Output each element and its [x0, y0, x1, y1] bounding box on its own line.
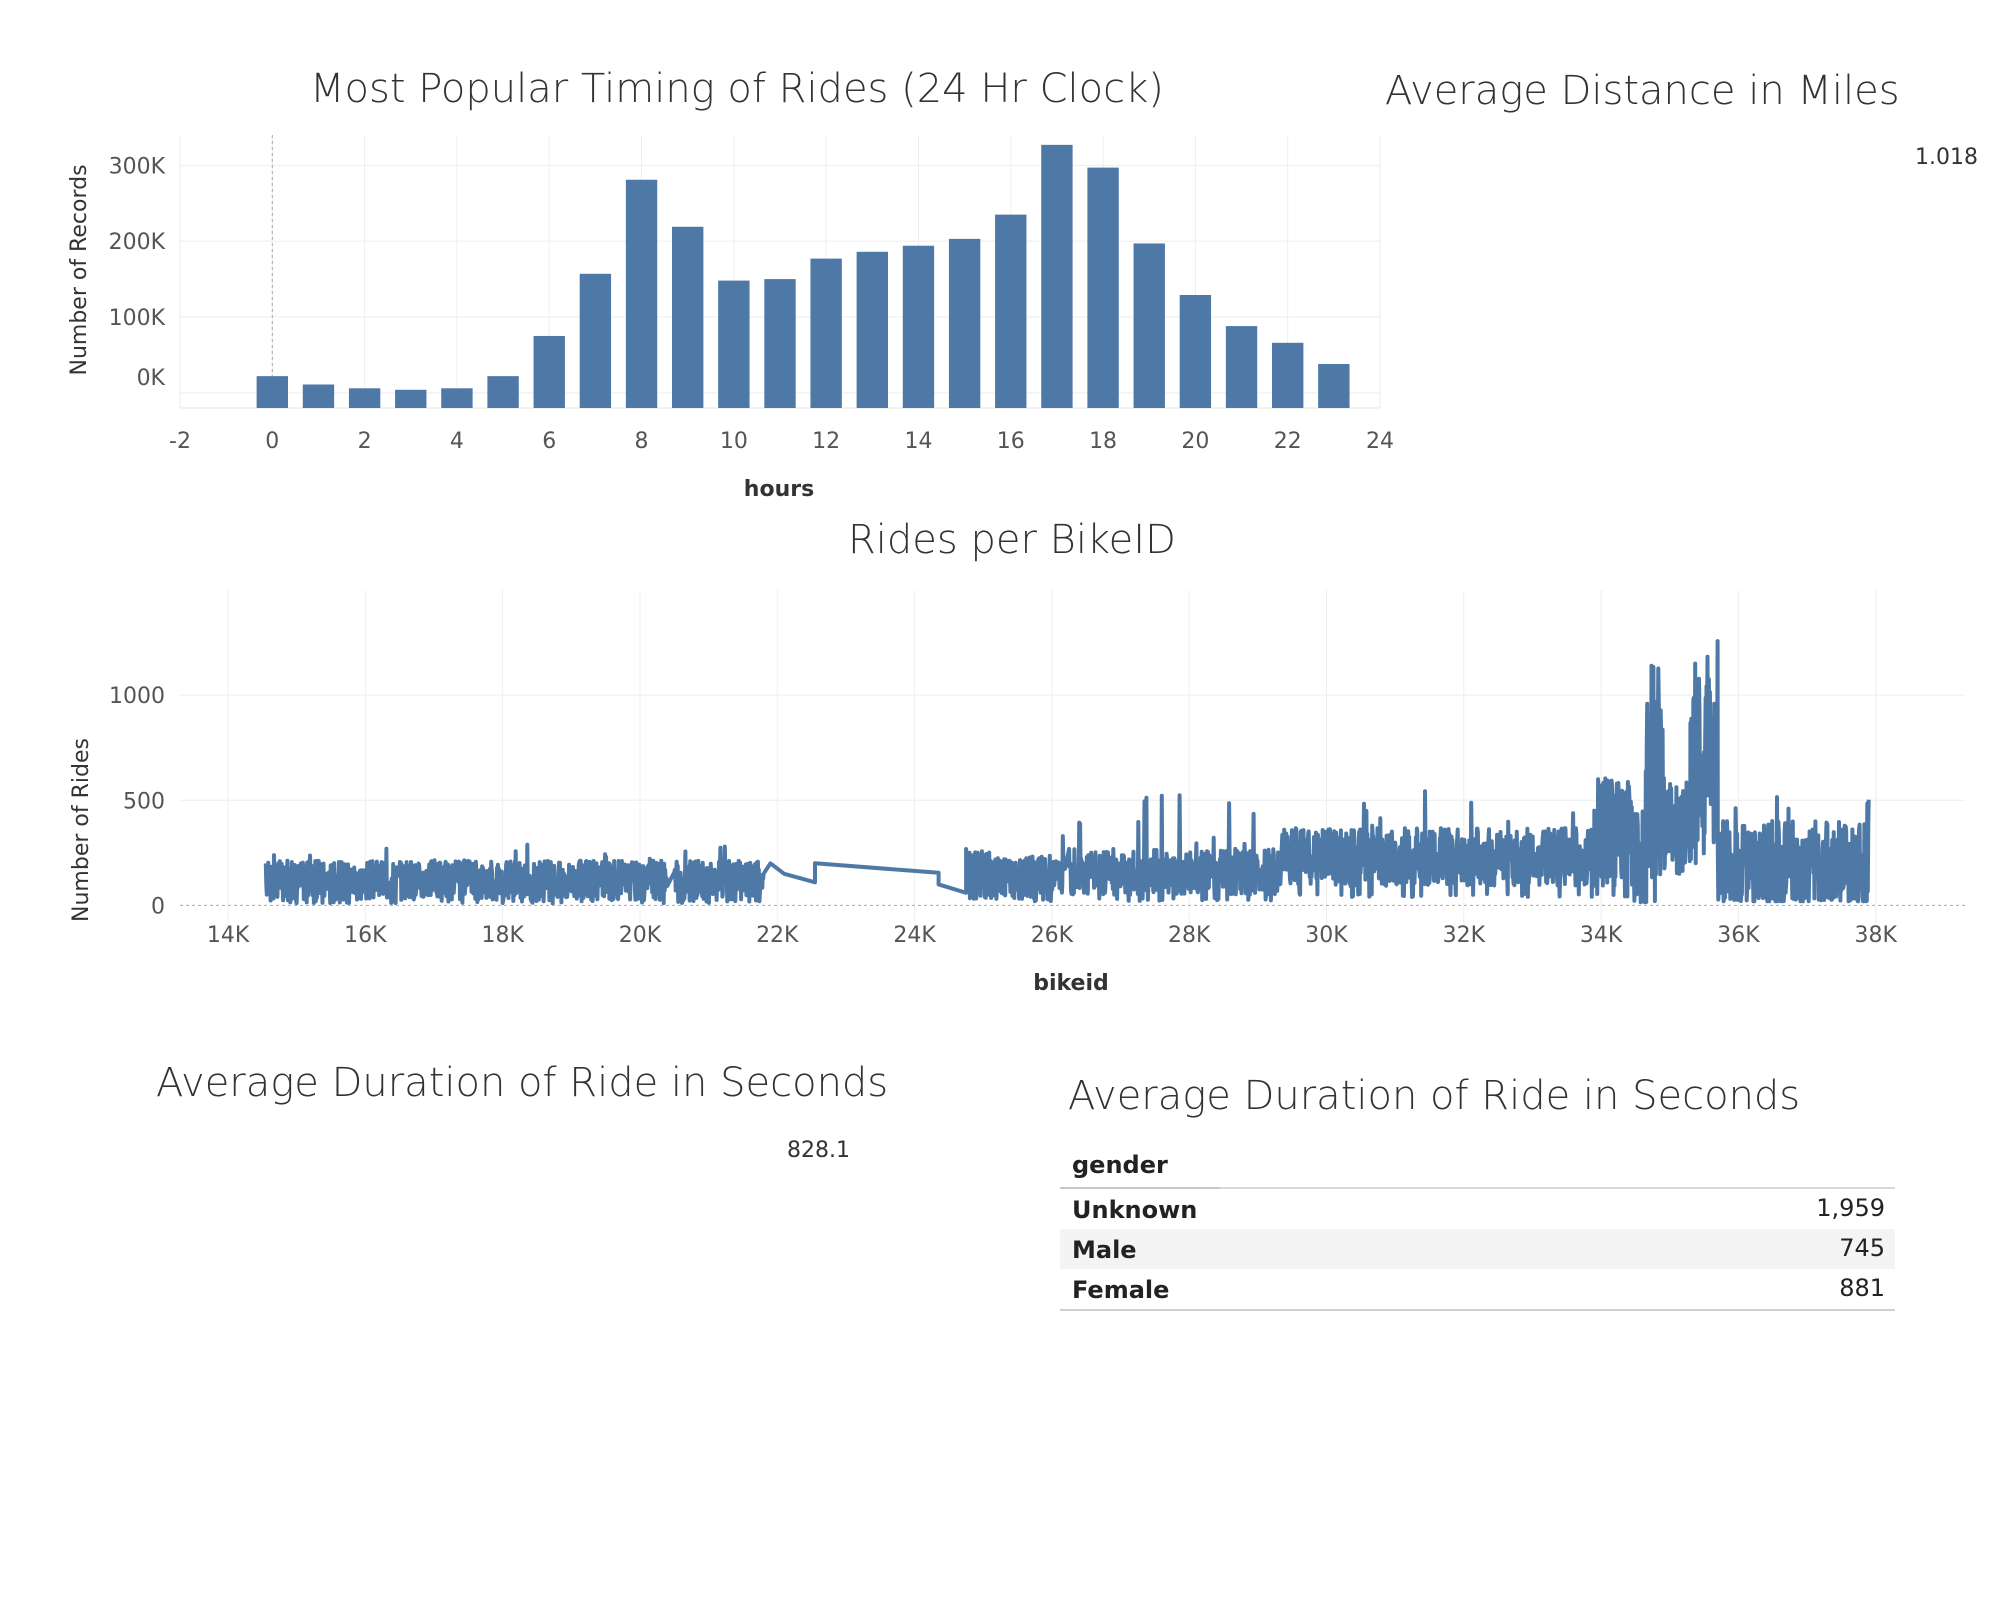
y-tick-label: 500 — [123, 789, 165, 814]
x-tick-label: 14K — [207, 923, 250, 948]
gender-table: gender Unknown 1,959 Male 745 Female 881 — [1060, 1147, 1895, 1311]
table-row: Male 745 — [1060, 1229, 1895, 1269]
y-tick-label: 0 — [151, 894, 165, 919]
x-tick-label: 0 — [265, 429, 279, 454]
row-value: 745 — [1839, 1234, 1885, 1262]
bar-9 — [672, 226, 704, 408]
avg-distance-title: Average Distance in Miles — [1385, 68, 1900, 114]
x-tick-label: 6 — [542, 429, 556, 454]
bar-22 — [1272, 342, 1304, 408]
y-tick-label: 1000 — [109, 684, 165, 709]
bar-15 — [948, 238, 981, 408]
x-tick-label: 26K — [1031, 923, 1074, 948]
bar-17 — [1041, 144, 1073, 408]
bar-10 — [718, 280, 750, 408]
y-tick-label: 300K — [109, 154, 166, 179]
x-tick-label: 2 — [358, 429, 372, 454]
bikeid-line-chart: 14K 16K 18K 20K 22K 24K 26K 28K 30K 32K 34K 36K 38K 0… — [69, 590, 1965, 996]
x-tick-label: 30K — [1305, 923, 1348, 948]
bar-19 — [1133, 243, 1165, 408]
x-tick-label: 16 — [997, 429, 1025, 454]
avg-duration-value: 828.1 — [787, 1138, 850, 1163]
x-tick-label: 28K — [1168, 923, 1211, 948]
bar-8 — [625, 179, 658, 408]
row-label: Unknown — [1072, 1196, 1198, 1224]
x-tick-label: 14 — [904, 429, 932, 454]
gender-column-header: gender — [1072, 1151, 1168, 1179]
x-tick-label: 8 — [635, 429, 649, 454]
bar-14 — [902, 245, 935, 408]
bar-18 — [1087, 167, 1119, 408]
y-axis-label: Number of Records — [67, 164, 92, 375]
y-axis-label: Number of Rides — [69, 738, 94, 922]
bar-16 — [995, 214, 1027, 408]
table-row: Unknown 1,959 — [1060, 1189, 1895, 1229]
x-tick-label: 18K — [481, 923, 524, 948]
bikeid-chart-title: Rides per BikeID — [848, 517, 1176, 563]
gender-table-title: Average Duration of Ride in Seconds — [1068, 1073, 1801, 1119]
avg-duration-title: Average Duration of Ride in Seconds — [156, 1060, 889, 1106]
bar-12 — [810, 258, 842, 408]
bar-23 — [1318, 364, 1350, 408]
bar-1 — [302, 384, 335, 408]
table-row: Female 881 — [1060, 1269, 1895, 1309]
x-tick-label: 24 — [1366, 429, 1394, 454]
x-tick-label: -2 — [169, 429, 191, 454]
bar-20 — [1179, 295, 1212, 408]
y-tick-label: 100K — [109, 306, 166, 331]
y-tick-label: 0K — [137, 366, 166, 391]
row-value: 1,959 — [1816, 1194, 1885, 1222]
x-tick-label: 22K — [756, 923, 799, 948]
x-tick-label: 22 — [1274, 429, 1302, 454]
bar-3 — [395, 389, 427, 408]
bar-0 — [256, 376, 288, 408]
bar-13 — [856, 251, 888, 408]
x-tick-label: 20 — [1181, 429, 1209, 454]
x-tick-label: 10 — [720, 429, 748, 454]
x-tick-label: 12 — [812, 429, 840, 454]
x-tick-label: 34K — [1580, 923, 1623, 948]
x-tick-label: 24K — [893, 923, 936, 948]
bar-21 — [1225, 326, 1258, 408]
bar-2 — [348, 388, 381, 408]
x-tick-label: 20K — [619, 923, 662, 948]
x-axis-label: hours — [744, 477, 814, 502]
y-tick-label: 200K — [109, 230, 166, 255]
bar-7 — [579, 273, 612, 408]
x-tick-label: 38K — [1855, 923, 1898, 948]
row-value: 881 — [1839, 1274, 1885, 1302]
x-tick-label: 36K — [1717, 923, 1760, 948]
row-label: Female — [1072, 1276, 1170, 1304]
bar-5 — [487, 376, 519, 408]
avg-distance-value: 1.018 — [1915, 145, 1978, 170]
bar-4 — [441, 388, 473, 408]
x-tick-label: 18 — [1089, 429, 1117, 454]
series-line-rides — [263, 639, 1871, 906]
x-axis-label: bikeid — [1033, 971, 1109, 996]
x-tick-label: 4 — [450, 429, 464, 454]
x-tick-label: 16K — [344, 923, 387, 948]
hours-chart-title: Most Popular Timing of Rides (24 Hr Cloc… — [310, 66, 1164, 112]
row-label: Male — [1072, 1236, 1137, 1264]
x-tick-label: 32K — [1443, 923, 1486, 948]
bar-6 — [533, 335, 565, 408]
bar-11 — [764, 279, 796, 408]
table-header: gender — [1060, 1147, 1895, 1189]
